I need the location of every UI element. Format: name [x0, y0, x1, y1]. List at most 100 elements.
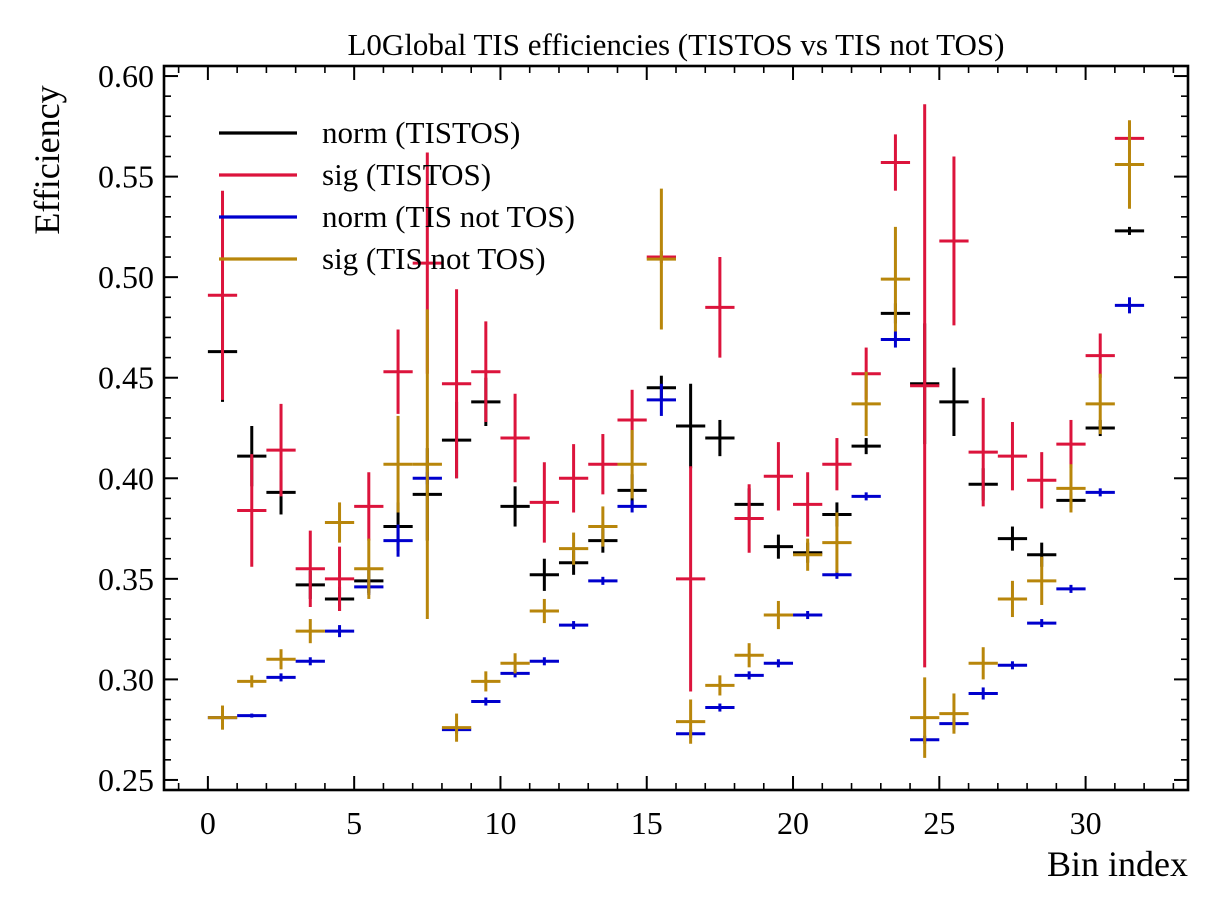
data-point — [676, 699, 706, 744]
y-tick-label: 0.35 — [98, 561, 154, 597]
y-tick-label: 0.25 — [98, 762, 154, 798]
data-point — [558, 444, 589, 513]
legend-label: norm (TISTOS) — [322, 115, 520, 150]
x-axis-label: Bin index — [1047, 844, 1188, 884]
y-tick-label: 0.40 — [98, 460, 154, 496]
x-tick-label: 20 — [777, 805, 809, 841]
data-point — [295, 530, 325, 607]
data-point — [237, 675, 267, 688]
data-point — [880, 226, 911, 332]
x-tick-label: 25 — [923, 805, 955, 841]
data-point — [1085, 373, 1115, 435]
data-point — [997, 421, 1028, 491]
data-point — [588, 506, 618, 547]
y-tick-label: 0.30 — [98, 661, 154, 697]
data-point — [968, 397, 998, 507]
data-point — [880, 331, 911, 348]
data-point — [705, 703, 735, 712]
data-point — [237, 713, 267, 718]
data-point — [880, 134, 911, 191]
legend: norm (TISTOS) sig (TISTOS) norm (TIS not T… — [219, 115, 575, 276]
data-point — [763, 659, 794, 668]
x-tick-label: 10 — [484, 805, 516, 841]
data-point — [997, 526, 1028, 551]
data-point — [383, 415, 413, 513]
data-point — [763, 442, 794, 511]
data-point — [851, 438, 881, 455]
data-point — [822, 438, 852, 491]
data-point — [383, 524, 413, 557]
chart-title: L0Global TIS efficiencies (TISTOS vs TIS… — [348, 27, 1005, 62]
data-point — [558, 621, 589, 630]
data-point — [939, 693, 969, 734]
y-axis-label: Efficiency — [27, 85, 67, 234]
data-point — [793, 538, 823, 571]
data-point — [324, 625, 355, 638]
data-point — [1114, 226, 1145, 235]
data-point — [295, 619, 325, 644]
data-point — [705, 675, 735, 696]
data-point — [763, 534, 794, 559]
y-tick-label: 0.45 — [98, 360, 154, 396]
data-point — [646, 383, 676, 416]
data-point — [266, 649, 296, 670]
data-point — [500, 653, 530, 674]
data-point — [968, 647, 998, 680]
legend-entry: sig (TIS not TOS) — [219, 241, 546, 276]
x-tick-label: 30 — [1070, 805, 1102, 841]
data-point — [763, 600, 794, 630]
data-point — [910, 677, 940, 758]
data-point — [939, 156, 969, 326]
axis-ticks: 0 5 10 15 20 25 30 0.25 0.30 0.35 0.40 0.45 0.50 0.55… — [98, 58, 1188, 841]
data-point — [968, 687, 998, 700]
x-tick-label: 5 — [346, 805, 362, 841]
data-point — [266, 403, 296, 497]
data-point — [1085, 333, 1115, 378]
data-point — [793, 611, 823, 620]
data-point — [441, 289, 472, 479]
legend-entry: sig (TISTOS) — [219, 157, 491, 192]
data-point — [266, 673, 296, 682]
data-point — [997, 661, 1028, 670]
data-point — [529, 462, 559, 543]
data-point — [676, 383, 706, 469]
data-point — [1056, 419, 1086, 469]
series-1 — [207, 104, 1145, 692]
data-point — [734, 671, 764, 680]
data-point — [529, 657, 559, 666]
legend-label: sig (TIS not TOS) — [322, 241, 546, 276]
y-tick-label: 0.60 — [98, 58, 154, 94]
data-point — [734, 484, 764, 553]
data-point — [1085, 488, 1115, 497]
data-point — [588, 576, 618, 585]
data-point — [1027, 619, 1057, 628]
data-point — [851, 492, 881, 501]
data-point — [646, 188, 676, 330]
data-point — [851, 371, 881, 437]
legend-label: sig (TISTOS) — [322, 157, 491, 192]
data-point — [441, 713, 472, 742]
data-point — [793, 472, 823, 537]
data-point — [471, 321, 501, 422]
data-point — [529, 598, 559, 624]
data-point — [734, 643, 764, 668]
data-point — [207, 705, 238, 730]
data-point — [1056, 584, 1086, 593]
data-point — [1056, 464, 1086, 513]
y-tick-label: 0.55 — [98, 159, 154, 195]
data-point — [997, 580, 1028, 618]
data-point — [295, 657, 325, 666]
data-point — [939, 367, 969, 437]
data-point — [1027, 452, 1057, 509]
data-point — [383, 329, 413, 414]
data-point — [1114, 120, 1145, 209]
data-point — [529, 558, 559, 591]
data-point — [705, 257, 735, 358]
series-0 — [207, 226, 1145, 612]
data-point — [207, 190, 238, 400]
data-point — [500, 393, 530, 483]
legend-entry: norm (TIS not TOS) — [219, 199, 575, 234]
data-point — [354, 538, 384, 599]
data-point — [588, 434, 618, 495]
